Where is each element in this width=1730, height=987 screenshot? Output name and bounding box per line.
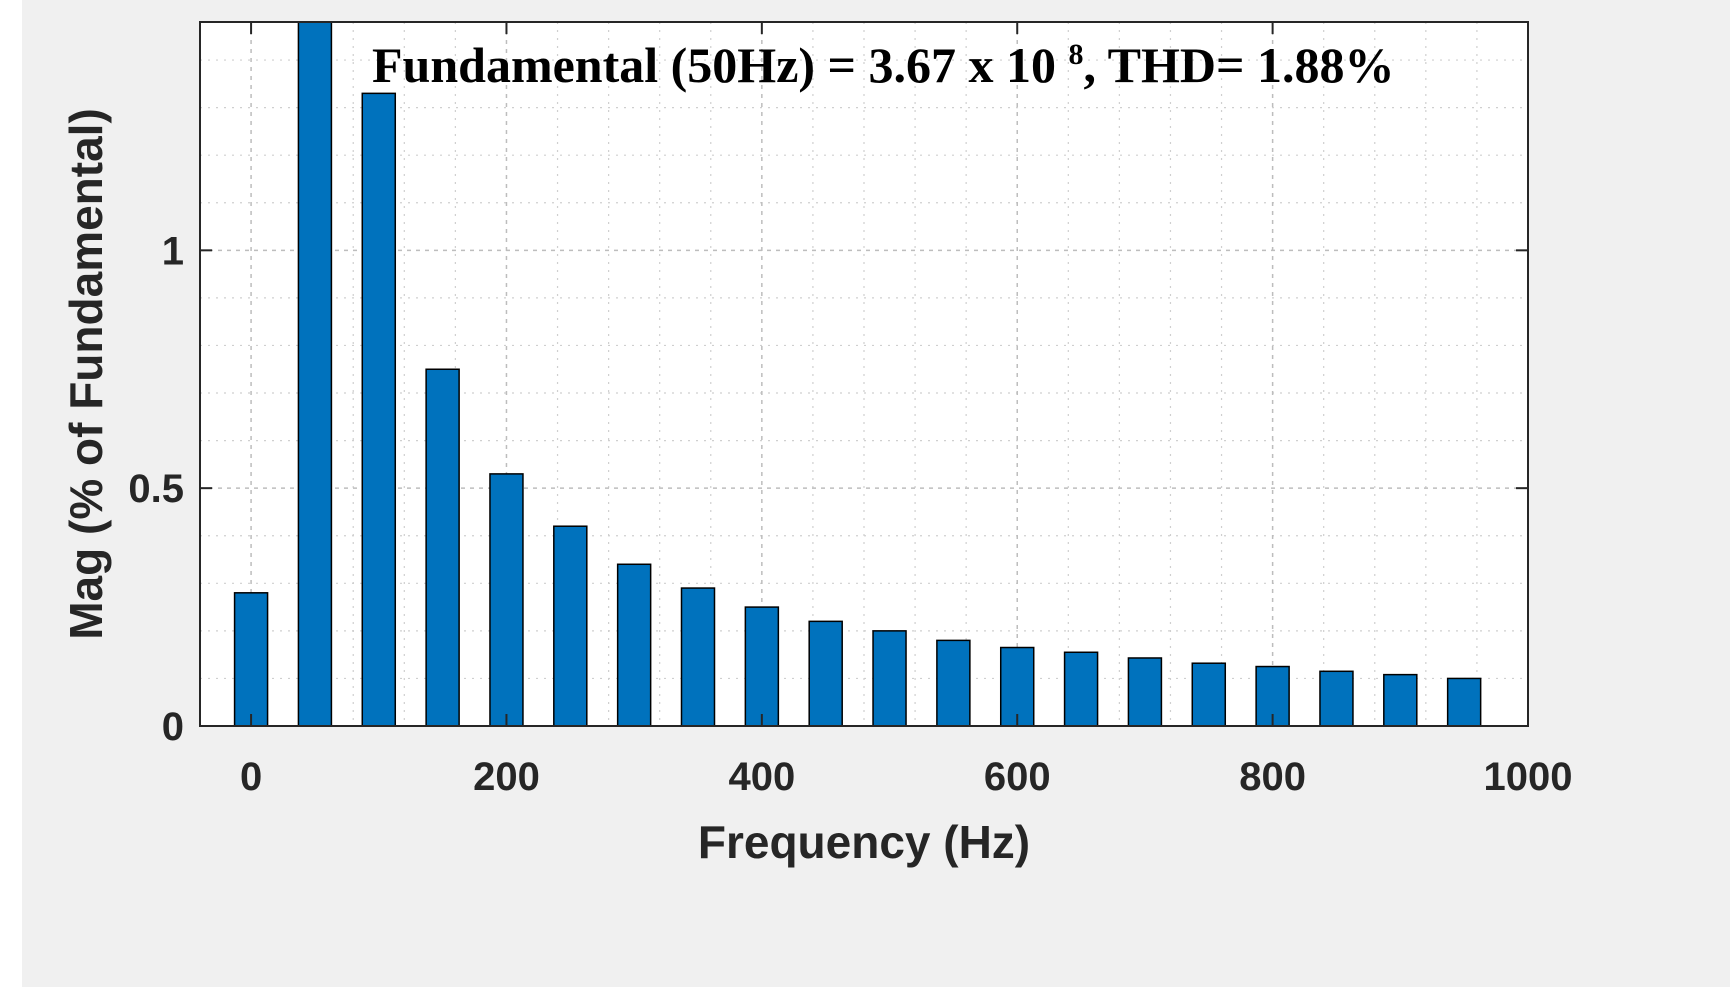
bar (744, 606, 780, 727)
bar (1383, 673, 1418, 727)
annotation-prefix: Fundamental (50Hz) = 3.67 x 10 (372, 37, 1069, 93)
x-tick-label: 600 (984, 755, 1051, 799)
fundamental-annotation: Fundamental (50Hz) = 3.67 x 10 8, THD= 1… (372, 37, 1394, 93)
figure-background: 0 200 400 600 800 1000 0 0.5 1 Fundamental (50H… (22, 0, 1730, 987)
x-axis-label: Frequency (Hz) (698, 816, 1030, 868)
x-tick-label: 200 (473, 755, 540, 799)
y-axis-label: Mag (% of Fundamental) (60, 108, 112, 640)
chart: 0 200 400 600 800 1000 00.51 Fundamental (50H… (60, 21, 1573, 868)
bar (425, 368, 460, 727)
axis-ticks (200, 22, 1529, 727)
y-tick-label: 1 (162, 229, 184, 273)
x-tick-label: 800 (1239, 755, 1306, 799)
bar (1127, 657, 1163, 727)
minor-grid (200, 22, 1528, 726)
bar (936, 639, 971, 727)
bar (233, 592, 269, 727)
bar (1191, 662, 1227, 727)
bar (999, 646, 1035, 727)
plot-frame (199, 21, 1529, 727)
bar (489, 473, 524, 727)
x-tick-label: 400 (728, 755, 795, 799)
bar (680, 587, 716, 727)
bar (361, 92, 397, 727)
x-tick-label: 1000 (1484, 755, 1573, 799)
bar (616, 563, 652, 727)
bar (297, 21, 333, 727)
annotation-suffix: , THD= 1.88% (1084, 37, 1395, 93)
bar (1063, 651, 1099, 727)
x-tick-labels: 0 200 400 600 800 1000 (240, 755, 1573, 799)
bar (808, 620, 843, 727)
annotation-exponent: 8 (1069, 38, 1084, 71)
bar (1319, 670, 1354, 727)
y-tick-labels: 00.51 (128, 229, 184, 749)
bar (1446, 677, 1482, 727)
bar (553, 525, 588, 727)
y-tick-label: 0.5 (128, 467, 184, 511)
bar (872, 630, 907, 727)
x-tick-label: 0 (240, 755, 262, 799)
y-tick-label: 0 (162, 705, 184, 749)
